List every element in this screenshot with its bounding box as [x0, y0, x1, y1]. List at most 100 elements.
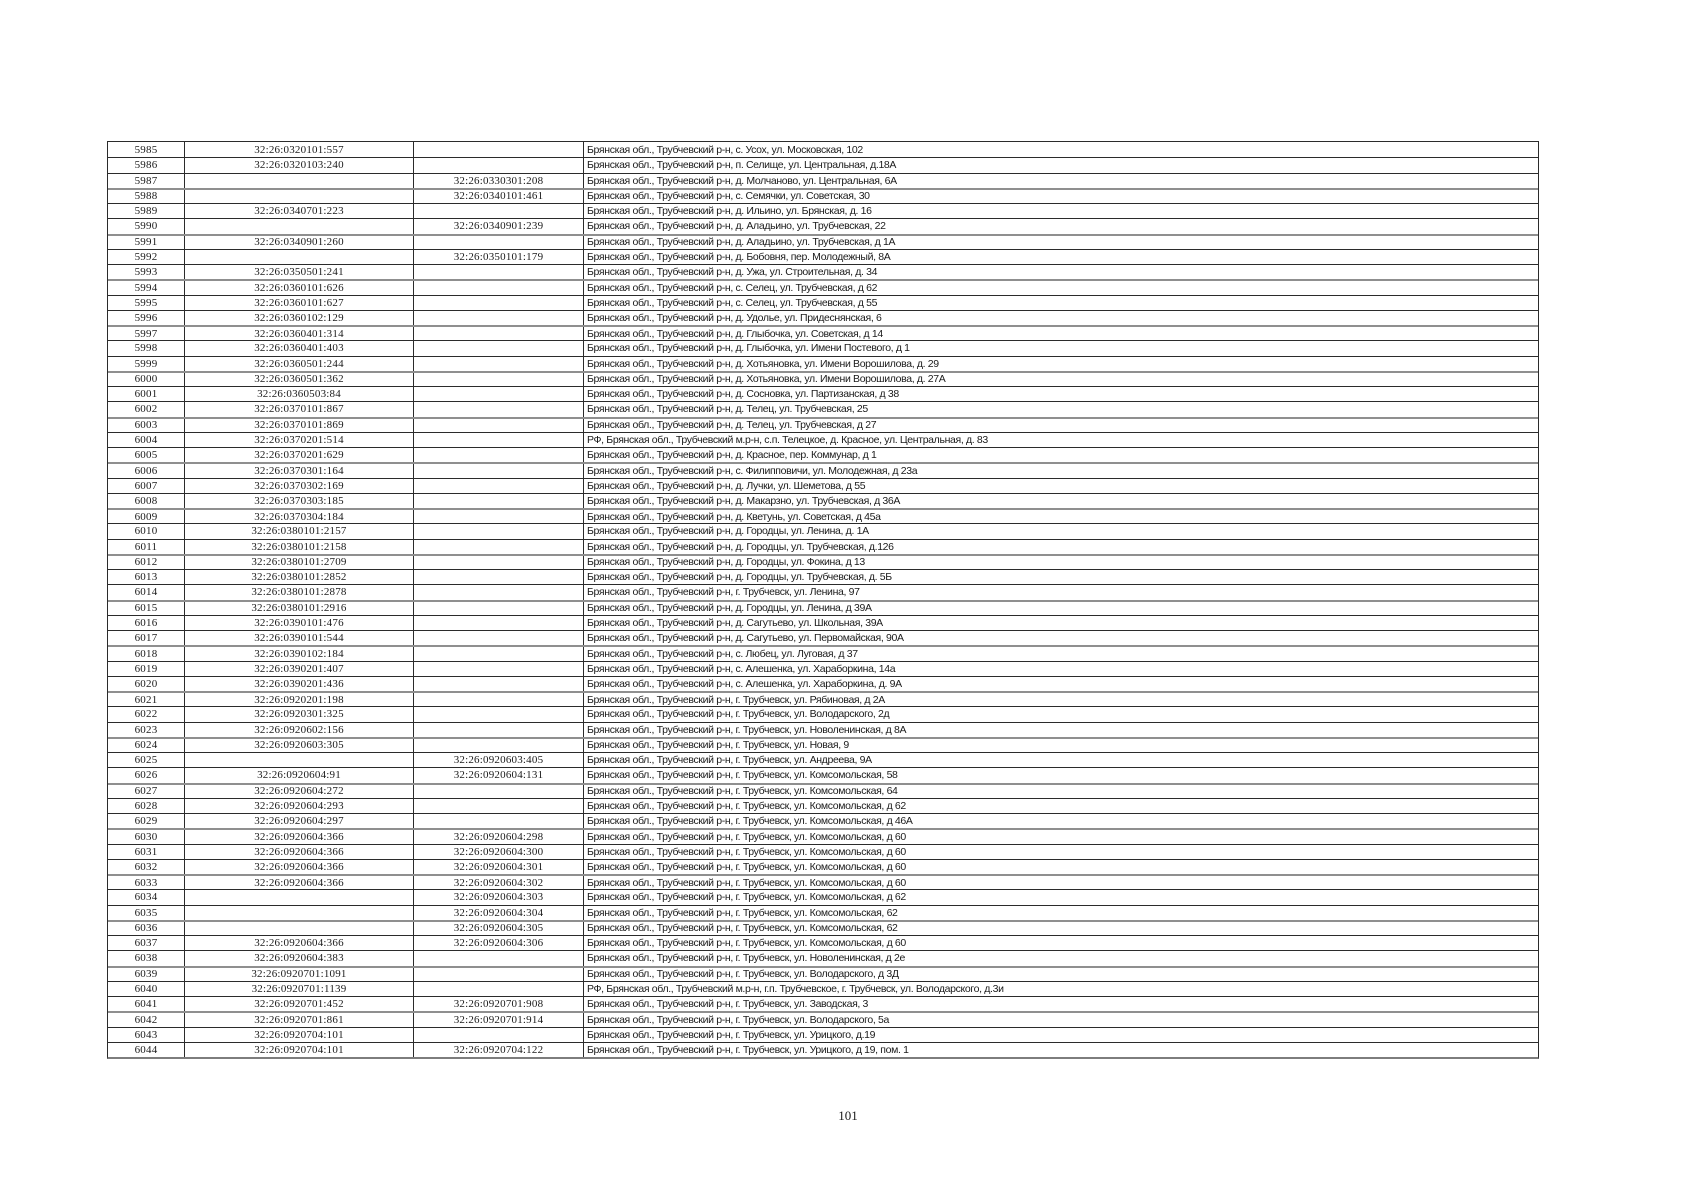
address-cell: Брянская обл., Трубчевский р-н, г. Трубч… — [583, 921, 1538, 935]
cadastral-number-secondary-cell — [413, 310, 583, 325]
row-number-cell: 6017 — [134, 632, 158, 645]
cadastral-number-primary-cell: 32:26:0370301:164 — [184, 464, 413, 478]
table-row: 6042 32:26:0920701:861 32:26:0920701:914… — [108, 1011, 1538, 1027]
row-number-cell: 6036 — [134, 922, 158, 935]
address-cell: Брянская обл., Трубчевский р-н, д. Макар… — [583, 493, 1538, 508]
row-number-cell: 6044 — [134, 1043, 158, 1056]
cadastral-number-secondary-cell: 32:26:0330301:208 — [413, 173, 583, 188]
address-cell: Брянская обл., Трубчевский р-н, д. Квету… — [583, 510, 1538, 524]
address-cell: Брянская обл., Трубчевский р-н, г. Трубч… — [583, 890, 1538, 905]
address-cell: Брянская обл., Трубчевский р-н, д. Город… — [583, 570, 1538, 585]
cadastral-number-secondary-cell — [413, 341, 583, 356]
table-row: 6008 32:26:0370303:185 Брянская обл., Тр… — [108, 492, 1538, 508]
cadastral-number-secondary-cell: 32:26:0920604:303 — [413, 890, 583, 905]
row-number-cell: 6037 — [134, 937, 158, 950]
address-cell: Брянская обл., Трубчевский р-н, д. Телец… — [583, 402, 1538, 417]
address-cell: Брянская обл., Трубчевский р-н, д. Сагут… — [583, 615, 1538, 630]
table-row: 5986 32:26:0320103:240 Брянская обл., Тр… — [108, 157, 1538, 173]
cadastral-number-secondary-cell — [413, 967, 583, 981]
cadastral-number-secondary-cell — [413, 493, 583, 508]
cadastral-number-primary-cell: 32:26:0920604:91 — [184, 768, 413, 783]
address-cell: Брянская обл., Трубчевский р-н, д. Город… — [583, 539, 1538, 554]
address-cell: Брянская обл., Трубчевский р-н, д. Ильин… — [583, 204, 1538, 219]
row-number-cell: 6043 — [134, 1028, 158, 1041]
table-row: 6027 32:26:0920604:272 Брянская обл., Тр… — [108, 782, 1538, 798]
cadastral-number-secondary-cell — [413, 676, 583, 691]
address-cell: Брянская обл., Трубчевский р-н, г. Трубч… — [583, 936, 1538, 951]
cadastral-number-primary-cell: 32:26:0920704:101 — [184, 1042, 413, 1057]
cadastral-number-primary-cell: 32:26:0390101:544 — [184, 631, 413, 646]
address-cell: Брянская обл., Трубчевский р-н, г. Трубч… — [583, 814, 1538, 829]
row-number-cell: 6022 — [134, 708, 158, 721]
row-number-cell: 6033 — [134, 876, 158, 889]
table-row: 5992 32:26:0350101:179 Брянская обл., Тр… — [108, 248, 1538, 264]
cadastral-number-primary-cell: 32:26:0340701:223 — [184, 204, 413, 219]
cadastral-number-secondary-cell — [413, 707, 583, 722]
cadastral-number-secondary-cell — [413, 661, 583, 676]
cadastral-number-secondary-cell — [413, 295, 583, 310]
address-cell: Брянская обл., Трубчевский р-н, д. Красн… — [583, 448, 1538, 463]
address-cell: Брянская обл., Трубчевский р-н, г. Трубч… — [583, 738, 1538, 752]
address-cell: Брянская обл., Трубчевский р-н, г. Трубч… — [583, 1027, 1538, 1042]
table-row: 6013 32:26:0380101:2852 Брянская обл., Т… — [108, 569, 1538, 585]
row-number-cell: 6031 — [134, 845, 158, 858]
address-cell: Брянская обл., Трубчевский р-н, п. Селищ… — [583, 158, 1538, 173]
cadastral-number-primary-cell: 32:26:0370201:514 — [184, 432, 413, 447]
address-cell: Брянская обл., Трубчевский р-н, д. Телец… — [583, 418, 1538, 432]
address-cell: Брянская обл., Трубчевский р-н, г. Трубч… — [583, 753, 1538, 768]
address-cell: Брянская обл., Трубчевский р-н, с. Селец… — [583, 281, 1538, 295]
cadastral-registry-table: 5985 32:26:0320101:557 Брянская обл., Тр… — [107, 141, 1539, 1059]
cadastral-number-primary-cell: 32:26:0360501:362 — [184, 372, 413, 386]
table-row: 5990 32:26:0340901:239 Брянская обл., Тр… — [108, 218, 1538, 234]
address-cell: Брянская обл., Трубчевский р-н, с. Любец… — [583, 647, 1538, 661]
cadastral-number-secondary-cell: 32:26:0920604:302 — [413, 876, 583, 890]
row-number-cell: 6013 — [134, 571, 158, 584]
row-number-cell: 5990 — [134, 220, 158, 233]
cadastral-number-primary-cell: 32:26:0380101:2157 — [184, 524, 413, 539]
row-number-cell: 6041 — [134, 998, 158, 1011]
table-row: 6000 32:26:0360501:362 Брянская обл., Тр… — [108, 370, 1538, 386]
cadastral-number-primary-cell: 32:26:0920604:366 — [184, 936, 413, 951]
address-cell: Брянская обл., Трубчевский р-н, с. Филип… — [583, 464, 1538, 478]
table-row: 6041 32:26:0920701:452 32:26:0920701:908… — [108, 996, 1538, 1012]
address-cell: Брянская обл., Трубчевский р-н, г. Трубч… — [583, 722, 1538, 737]
cadastral-number-primary-cell: 32:26:0370101:867 — [184, 402, 413, 417]
row-number-cell: 6002 — [134, 403, 158, 416]
address-cell: Брянская обл., Трубчевский р-н, д. Город… — [583, 555, 1538, 569]
row-number-cell: 5992 — [134, 250, 158, 263]
address-cell: Брянская обл., Трубчевский р-н, д. Ужа, … — [583, 265, 1538, 280]
cadastral-number-secondary-cell — [413, 555, 583, 569]
table-row: 6038 32:26:0920604:383 Брянская обл., Тр… — [108, 950, 1538, 966]
address-cell: Брянская обл., Трубчевский р-н, г. Трубч… — [583, 876, 1538, 890]
row-number-cell: 6032 — [134, 860, 158, 873]
table-row: 5998 32:26:0360401:403 Брянская обл., Тр… — [108, 340, 1538, 356]
table-row: 5989 32:26:0340701:223 Брянская обл., Тр… — [108, 203, 1538, 219]
cadastral-number-secondary-cell — [413, 356, 583, 371]
cadastral-number-primary-cell: 32:26:0340901:260 — [184, 235, 413, 249]
row-number-cell: 5986 — [134, 159, 158, 172]
cadastral-number-primary-cell: 32:26:0920602:156 — [184, 722, 413, 737]
cadastral-number-primary-cell: 32:26:0380101:2916 — [184, 601, 413, 615]
table-row: 6015 32:26:0380101:2916 Брянская обл., Т… — [108, 599, 1538, 615]
cadastral-number-secondary-cell — [413, 204, 583, 219]
row-number-cell: 6007 — [134, 479, 158, 492]
cadastral-number-secondary-cell — [413, 798, 583, 813]
cadastral-number-primary-cell: 32:26:0920604:383 — [184, 951, 413, 966]
cadastral-number-primary-cell: 32:26:0920201:198 — [184, 693, 413, 707]
cadastral-number-primary-cell: 32:26:0360503:84 — [184, 387, 413, 402]
row-number-cell: 5996 — [134, 311, 158, 324]
cadastral-number-secondary-cell — [413, 418, 583, 432]
cadastral-number-secondary-cell: 32:26:0920604:300 — [413, 844, 583, 859]
address-cell: Брянская обл., Трубчевский р-н, г. Трубч… — [583, 951, 1538, 966]
table-row: 5997 32:26:0360401:314 Брянская обл., Тр… — [108, 325, 1538, 341]
table-row: 6002 32:26:0370101:867 Брянская обл., Тр… — [108, 401, 1538, 417]
table-row: 6031 32:26:0920604:366 32:26:0920604:300… — [108, 843, 1538, 859]
cadastral-number-secondary-cell — [413, 615, 583, 630]
table-row: 6023 32:26:0920602:156 Брянская обл., Тр… — [108, 721, 1538, 737]
row-number-cell: 6027 — [134, 785, 158, 798]
row-number-cell: 5989 — [134, 205, 158, 218]
page-number: 101 — [838, 1108, 858, 1123]
table-row: 6021 32:26:0920201:198 Брянская обл., Тр… — [108, 691, 1538, 707]
cadastral-number-primary-cell — [184, 753, 413, 768]
cadastral-number-secondary-cell — [413, 722, 583, 737]
